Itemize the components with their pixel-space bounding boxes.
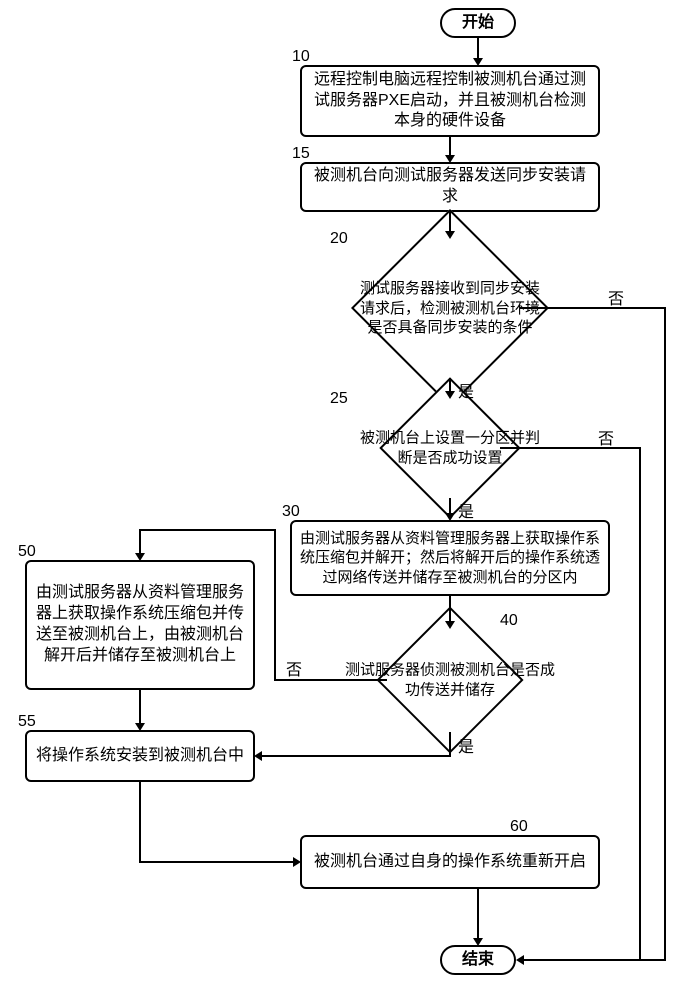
step-15-num: 15: [292, 145, 310, 163]
step-55-text: 将操作系统安装到被测机台中: [36, 746, 244, 767]
start-label: 开始: [462, 13, 494, 34]
step-30-num: 30: [282, 503, 300, 521]
decision-40-text: 测试服务器侦测被测机台是否成功传送并储存: [340, 661, 560, 700]
step-10: 远程控制电脑远程控制被测机台通过测试服务器PXE启动，并且被测机台检测本身的硬件…: [300, 65, 600, 137]
decision-40: 测试服务器侦测被测机台是否成功传送并储存: [335, 628, 565, 732]
d25-no: 否: [598, 425, 614, 449]
step-30: 由测试服务器从资料管理服务器上获取操作系统压缩包并解开；然后将解开后的操作系统透…: [290, 520, 610, 596]
step-15: 被测机台向测试服务器发送同步安装请求: [300, 162, 600, 212]
decision-25-num: 25: [330, 390, 348, 408]
decision-25: 被测机台上设置一分区并判断是否成功设置: [350, 398, 550, 498]
step-50-num: 50: [18, 543, 36, 561]
d25-yes: 是: [458, 498, 474, 522]
decision-25-text: 被测机台上设置一分区并判断是否成功设置: [355, 429, 545, 468]
decision-20-num: 20: [330, 230, 348, 248]
d40-yes: 是: [458, 733, 474, 757]
step-10-text: 远程控制电脑远程控制被测机台通过测试服务器PXE启动，并且被测机台检测本身的硬件…: [310, 70, 590, 132]
step-50: 由测试服务器从资料管理服务器上获取操作系统压缩包并传送至被测机台上，由被测机台解…: [25, 560, 255, 690]
step-60-text: 被测机台通过自身的操作系统重新开启: [314, 852, 586, 873]
step-50-text: 由测试服务器从资料管理服务器上获取操作系统压缩包并传送至被测机台上，由被测机台解…: [35, 583, 245, 666]
d40-no: 否: [286, 656, 302, 680]
decision-20: 测试服务器接收到同步安装请求后，检测被测机台环境是否具备同步安装的条件: [350, 238, 550, 378]
step-10-num: 10: [292, 48, 310, 66]
decision-40-num: 40: [500, 612, 518, 630]
step-30-text: 由测试服务器从资料管理服务器上获取操作系统压缩包并解开；然后将解开后的操作系统透…: [300, 529, 600, 588]
step-15-text: 被测机台向测试服务器发送同步安装请求: [310, 166, 590, 208]
end-label: 结束: [462, 950, 494, 971]
end-terminator: 结束: [440, 945, 516, 975]
step-60: 被测机台通过自身的操作系统重新开启: [300, 835, 600, 889]
step-55: 将操作系统安装到被测机台中: [25, 730, 255, 782]
decision-20-text: 测试服务器接收到同步安装请求后，检测被测机台环境是否具备同步安装的条件: [355, 279, 545, 338]
step-55-num: 55: [18, 713, 36, 731]
d20-no: 否: [608, 285, 624, 309]
d20-yes: 是: [458, 378, 474, 402]
start-terminator: 开始: [440, 8, 516, 38]
step-60-num: 60: [510, 818, 528, 836]
